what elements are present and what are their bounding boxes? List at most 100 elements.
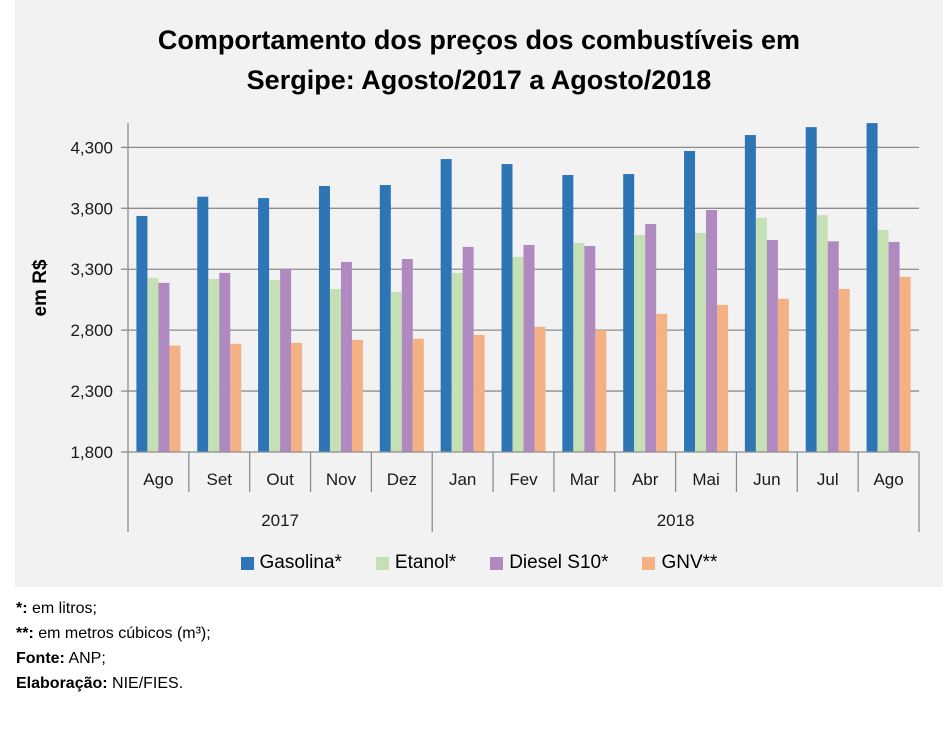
legend-swatch-diesel	[490, 556, 504, 570]
bar-etanol-set	[208, 278, 220, 452]
x-tick-label: Jun	[753, 470, 780, 489]
bar-gnv-abr	[656, 313, 668, 452]
x-tick-label: Jan	[449, 470, 476, 489]
bar-etanol-jan	[451, 272, 463, 452]
x-tick-label: Ago	[873, 470, 903, 489]
footnote-metros-cubicos: **: em metros cúbicos (m³);	[16, 625, 211, 642]
bars	[136, 123, 911, 453]
bar-gasolina-out	[258, 198, 270, 452]
chart-title-line-2: Sergipe: Agosto/2017 a Agosto/2018	[246, 65, 712, 95]
bar-diesels10-ago	[888, 241, 900, 452]
chart-title: Comportamento dos preços dos combustívei…	[15, 20, 943, 100]
bar-gasolina-set	[197, 196, 209, 452]
y-tick-label: 3,800	[70, 199, 113, 218]
y-tick-label: 2,800	[70, 321, 113, 340]
bar-etanol-jul	[816, 215, 828, 452]
x-tick-label: Out	[266, 470, 294, 489]
bar-diesels10-ago	[158, 282, 170, 452]
bar-gnv-mai	[717, 304, 729, 452]
footnote-fonte: Fonte: ANP;	[16, 650, 106, 667]
bar-etanol-out	[269, 279, 281, 452]
bar-diesels10-jan	[462, 246, 474, 452]
bar-gnv-ago	[169, 345, 181, 452]
bar-gasolina-ago	[136, 215, 148, 452]
bar-etanol-dez	[390, 291, 402, 452]
x-tick-label: Fev	[509, 470, 538, 489]
bar-gnv-nov	[351, 339, 363, 452]
x-group-label: 2018	[657, 511, 695, 530]
bar-gnv-fev	[534, 326, 546, 452]
bar-etanol-mar	[573, 242, 585, 452]
bar-diesels10-jun	[766, 239, 778, 452]
y-tick-label: 1,800	[70, 443, 113, 462]
legend-item-etanol: Etanol*	[375, 552, 457, 574]
bar-gnv-set	[230, 343, 242, 452]
bar-etanol-ago	[147, 277, 159, 452]
legend-item-diesel: Diesel S10*	[490, 552, 608, 574]
bar-diesels10-jul	[827, 241, 839, 452]
bar-gasolina-abr	[623, 174, 635, 453]
legend-label-gnv: GNV**	[661, 552, 718, 573]
bar-diesels10-abr	[645, 224, 657, 452]
footnote-elaboracao: Elaboração: NIE/FIES.	[16, 675, 184, 692]
axes	[121, 123, 920, 532]
bar-gasolina-jan	[440, 159, 452, 452]
x-tick-label: Jul	[817, 470, 839, 489]
bar-gnv-ago	[899, 276, 911, 452]
legend-label-etanol: Etanol*	[394, 552, 457, 573]
bar-chart: 1,800 2,300 2,800 3,300 3,800 4,300 Ago Set Out N…	[30, 123, 920, 532]
bar-etanol-abr	[634, 234, 646, 452]
bar-etanol-fev	[512, 256, 524, 452]
bar-etanol-nov	[329, 288, 341, 452]
bar-etanol-mai	[695, 232, 707, 452]
footnote-litros: *: em litros;	[16, 600, 97, 617]
legend-label-diesel: Diesel S10*	[509, 552, 609, 573]
x-tick-label: Set	[207, 470, 233, 489]
bar-diesels10-dez	[401, 258, 413, 452]
bar-diesels10-fev	[523, 244, 535, 452]
y-axis-label: em R$	[30, 259, 51, 316]
bar-gasolina-nov	[318, 185, 330, 452]
x-group-label: 2017	[261, 511, 299, 530]
chart-title-line-1: Comportamento dos preços dos combustívei…	[157, 25, 801, 55]
bar-etanol-ago	[877, 229, 889, 452]
legend-swatch-gasolina	[240, 556, 254, 570]
axis-labels: 1,800 2,300 2,800 3,300 3,800 4,300 Ago Set Out N…	[70, 138, 903, 530]
bar-diesels10-mar	[584, 245, 596, 452]
x-tick-label: Nov	[326, 470, 357, 489]
bar-gnv-dez	[412, 338, 424, 452]
y-tick-label: 4,300	[70, 138, 113, 157]
bar-gasolina-jun	[744, 135, 756, 452]
bar-diesels10-set	[219, 272, 231, 452]
legend-label-gasolina: Gasolina*	[259, 552, 342, 573]
legend-item-gasolina: Gasolina*	[240, 552, 342, 574]
legend: Gasolina* Etanol* Diesel S10* GNV**	[15, 552, 943, 574]
bar-gnv-jan	[473, 334, 485, 452]
bar-gasolina-dez	[379, 185, 391, 453]
legend-item-gnv: GNV**	[642, 552, 717, 574]
legend-swatch-etanol	[375, 556, 389, 570]
bar-gasolina-ago	[866, 123, 878, 452]
bar-gnv-jun	[777, 298, 789, 452]
bar-gasolina-mai	[684, 151, 696, 452]
x-tick-label: Abr	[632, 470, 659, 489]
bar-gnv-jul	[838, 288, 850, 452]
y-tick-label: 2,300	[70, 382, 113, 401]
chart-area	[15, 0, 943, 587]
bar-diesels10-nov	[340, 261, 352, 452]
bar-diesels10-mai	[706, 210, 718, 452]
x-tick-label: Dez	[387, 470, 417, 489]
bar-gasolina-jul	[805, 127, 817, 453]
x-tick-label: Mai	[692, 470, 719, 489]
bar-gnv-mar	[595, 330, 607, 452]
bar-gnv-out	[291, 342, 303, 452]
y-tick-label: 3,300	[70, 260, 113, 279]
bar-gasolina-mar	[562, 175, 574, 452]
x-tick-label: Mar	[570, 470, 600, 489]
footnotes: *: em litros; **: em metros cúbicos (m³)…	[16, 596, 211, 696]
bar-etanol-jun	[755, 217, 767, 452]
bar-gasolina-fev	[501, 164, 513, 452]
legend-swatch-gnv	[642, 556, 656, 570]
x-tick-label: Ago	[143, 470, 173, 489]
bar-diesels10-out	[280, 269, 292, 452]
